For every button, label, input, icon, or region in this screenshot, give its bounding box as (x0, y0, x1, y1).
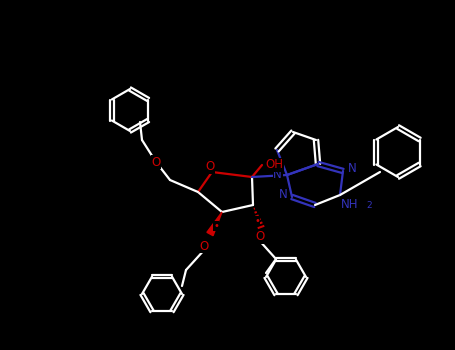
Text: NH: NH (340, 198, 358, 211)
Text: OH: OH (265, 159, 283, 172)
Text: O: O (205, 161, 215, 174)
Text: •: • (254, 216, 260, 226)
Text: N: N (348, 162, 357, 175)
Text: •: • (213, 221, 219, 231)
Text: O: O (199, 239, 209, 252)
Text: O: O (255, 231, 265, 244)
Text: O: O (152, 155, 161, 168)
Text: N: N (273, 168, 282, 182)
Text: N: N (279, 189, 288, 202)
Polygon shape (207, 212, 222, 236)
Text: 2: 2 (366, 201, 372, 210)
